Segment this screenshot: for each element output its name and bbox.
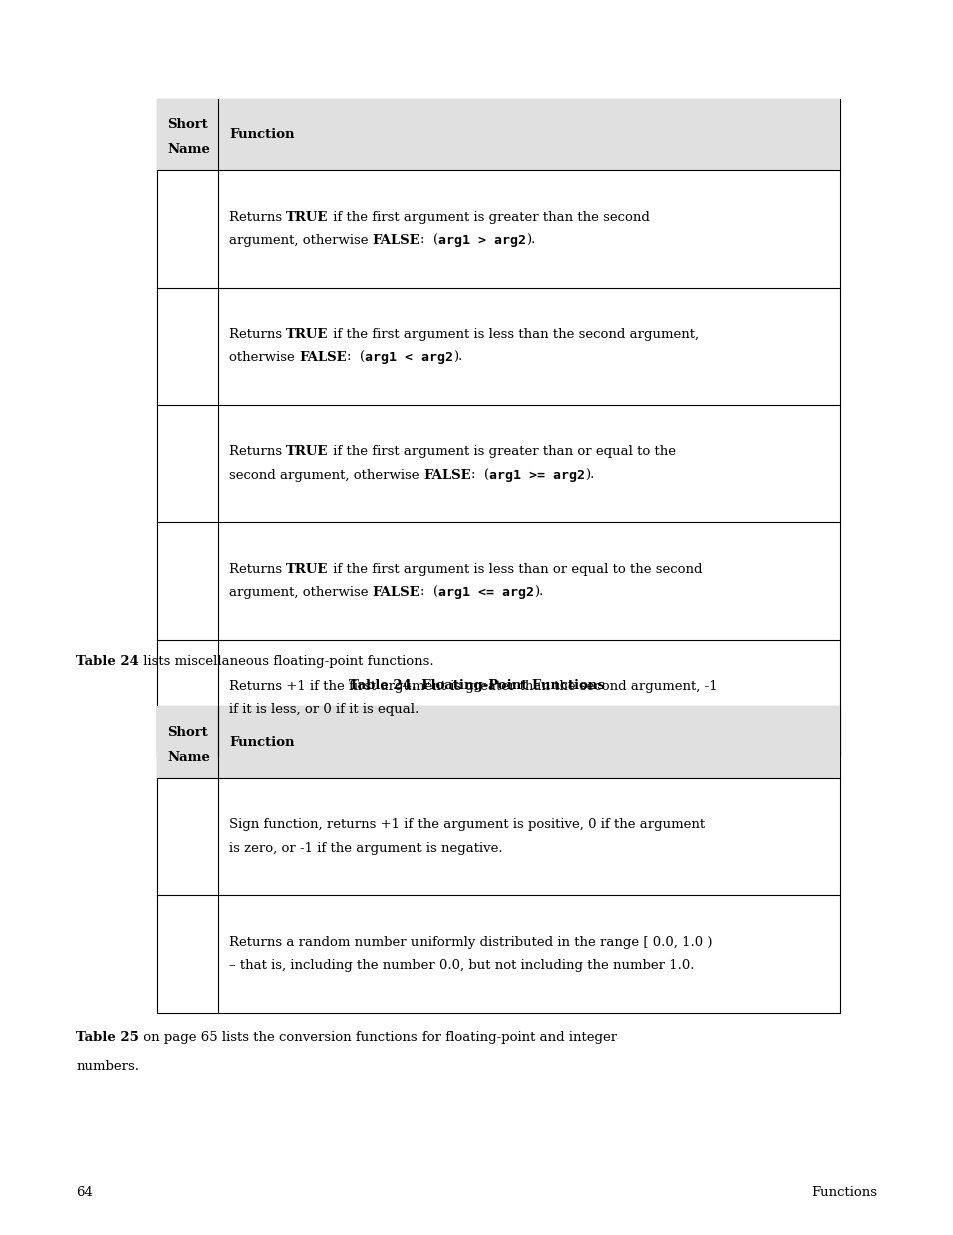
Text: argument, otherwise: argument, otherwise	[229, 235, 373, 247]
Text: Returns +1 if the first argument is greater than the second argument, -1: Returns +1 if the first argument is grea…	[229, 679, 717, 693]
Text: FALSE: FALSE	[298, 351, 346, 364]
Text: Function: Function	[229, 736, 294, 748]
Bar	[157, 706, 839, 778]
Text: TRUE: TRUE	[286, 327, 329, 341]
Text: if it is less, or 0 if it is equal.: if it is less, or 0 if it is equal.	[229, 704, 418, 716]
Text: Short: Short	[167, 726, 208, 739]
Text: if the first argument is less than the second argument,: if the first argument is less than the s…	[329, 327, 699, 341]
Text: arg1 <= arg2: arg1 <= arg2	[438, 585, 534, 599]
Text: arg1 > arg2: arg1 > arg2	[438, 235, 526, 247]
Text: if the first argument is greater than the second: if the first argument is greater than th…	[329, 210, 649, 224]
Text: Returns: Returns	[229, 210, 286, 224]
Text: is zero, or -1 if the argument is negative.: is zero, or -1 if the argument is negati…	[229, 842, 502, 855]
Text: Returns: Returns	[229, 327, 286, 341]
Bar	[157, 99, 839, 170]
Text: lists miscellaneous floating-point functions.: lists miscellaneous floating-point funct…	[139, 655, 434, 668]
Text: Table 24: Table 24	[76, 655, 139, 668]
Text: Sign function, returns +1 if the argument is positive, 0 if the argument: Sign function, returns +1 if the argumen…	[229, 819, 704, 831]
Text: ).: ).	[534, 585, 543, 599]
Text: TRUE: TRUE	[286, 562, 329, 576]
Text: Returns: Returns	[229, 562, 286, 576]
Text: TRUE: TRUE	[286, 210, 329, 224]
Text: Function: Function	[229, 128, 294, 141]
Text: Name: Name	[167, 751, 210, 763]
Text: :  (: : (	[346, 351, 364, 364]
Bar	[157, 99, 839, 757]
Bar	[157, 706, 839, 1013]
Text: Table 25: Table 25	[76, 1031, 139, 1045]
Text: on page 65 lists the conversion functions for floating-point and integer: on page 65 lists the conversion function…	[139, 1031, 617, 1045]
Text: Returns a random number uniformly distributed in the range [ 0.0, 1.0 ): Returns a random number uniformly distri…	[229, 936, 712, 948]
Text: :  (: : (	[420, 585, 438, 599]
Text: – that is, including the number 0.0, but not including the number 1.0.: – that is, including the number 0.0, but…	[229, 958, 694, 972]
Text: 64: 64	[76, 1186, 93, 1199]
Text: otherwise: otherwise	[229, 351, 298, 364]
Text: Table 24. Floating-Point Functions: Table 24. Floating-Point Functions	[349, 679, 604, 693]
Text: arg1 >= arg2: arg1 >= arg2	[489, 468, 585, 482]
Text: ).: ).	[526, 235, 536, 247]
Text: FALSE: FALSE	[423, 468, 471, 482]
Text: :  (: : (	[471, 468, 489, 482]
Text: if the first argument is less than or equal to the second: if the first argument is less than or eq…	[329, 562, 701, 576]
Text: FALSE: FALSE	[373, 585, 420, 599]
Text: :  (: : (	[420, 235, 438, 247]
Text: arg1 < arg2: arg1 < arg2	[364, 351, 453, 364]
Text: numbers.: numbers.	[76, 1060, 139, 1073]
Text: ).: ).	[585, 468, 595, 482]
Text: Functions: Functions	[811, 1186, 877, 1199]
Text: Short: Short	[167, 119, 208, 131]
Text: Name: Name	[167, 143, 210, 156]
Text: FALSE: FALSE	[373, 235, 420, 247]
Text: argument, otherwise: argument, otherwise	[229, 585, 373, 599]
Text: if the first argument is greater than or equal to the: if the first argument is greater than or…	[329, 445, 675, 458]
Text: TRUE: TRUE	[286, 445, 329, 458]
Text: Returns: Returns	[229, 445, 286, 458]
Text: second argument, otherwise: second argument, otherwise	[229, 468, 423, 482]
Text: ).: ).	[453, 351, 461, 364]
